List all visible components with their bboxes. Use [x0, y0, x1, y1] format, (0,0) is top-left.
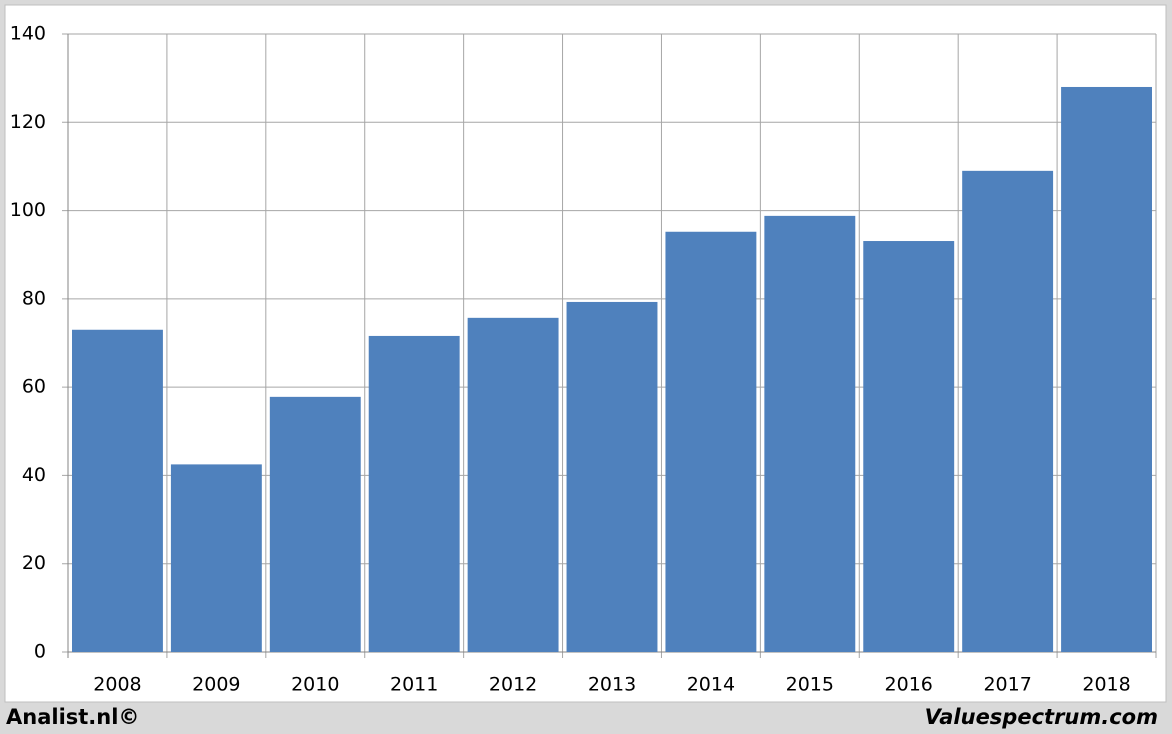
bar: [665, 231, 757, 652]
bar: [170, 464, 262, 652]
y-tick-label: 0: [34, 641, 46, 663]
x-tick-label: 2018: [1082, 674, 1130, 696]
y-tick-label: 100: [10, 199, 46, 221]
bar: [269, 396, 361, 652]
bar: [1061, 86, 1152, 652]
y-tick-label: 140: [10, 23, 46, 45]
y-tick-label: 40: [22, 464, 46, 486]
x-tick-label: 2008: [93, 674, 141, 696]
bar: [764, 215, 856, 652]
bar: [863, 241, 955, 652]
x-tick-label: 2014: [687, 674, 735, 696]
x-tick-label: 2012: [489, 674, 537, 696]
bar: [368, 335, 460, 652]
x-tick-label: 2017: [983, 674, 1031, 696]
bar: [962, 170, 1054, 653]
bar: [467, 317, 559, 652]
x-tick-label: 2016: [885, 674, 933, 696]
footer-right: Valuespectrum.com: [925, 705, 1158, 729]
footer-left: Analist.nl©: [6, 705, 139, 729]
bar: [72, 329, 163, 652]
x-tick-label: 2011: [390, 674, 438, 696]
y-tick-label: 120: [10, 111, 46, 133]
x-tick-label: 2015: [786, 674, 834, 696]
x-tick-label: 2010: [291, 674, 339, 696]
bar: [566, 301, 658, 652]
x-tick-label: 2013: [588, 674, 636, 696]
y-tick-label: 60: [22, 376, 46, 398]
y-tick-label: 20: [22, 552, 46, 574]
x-tick-label: 2009: [192, 674, 240, 696]
y-tick-label: 80: [22, 287, 46, 309]
